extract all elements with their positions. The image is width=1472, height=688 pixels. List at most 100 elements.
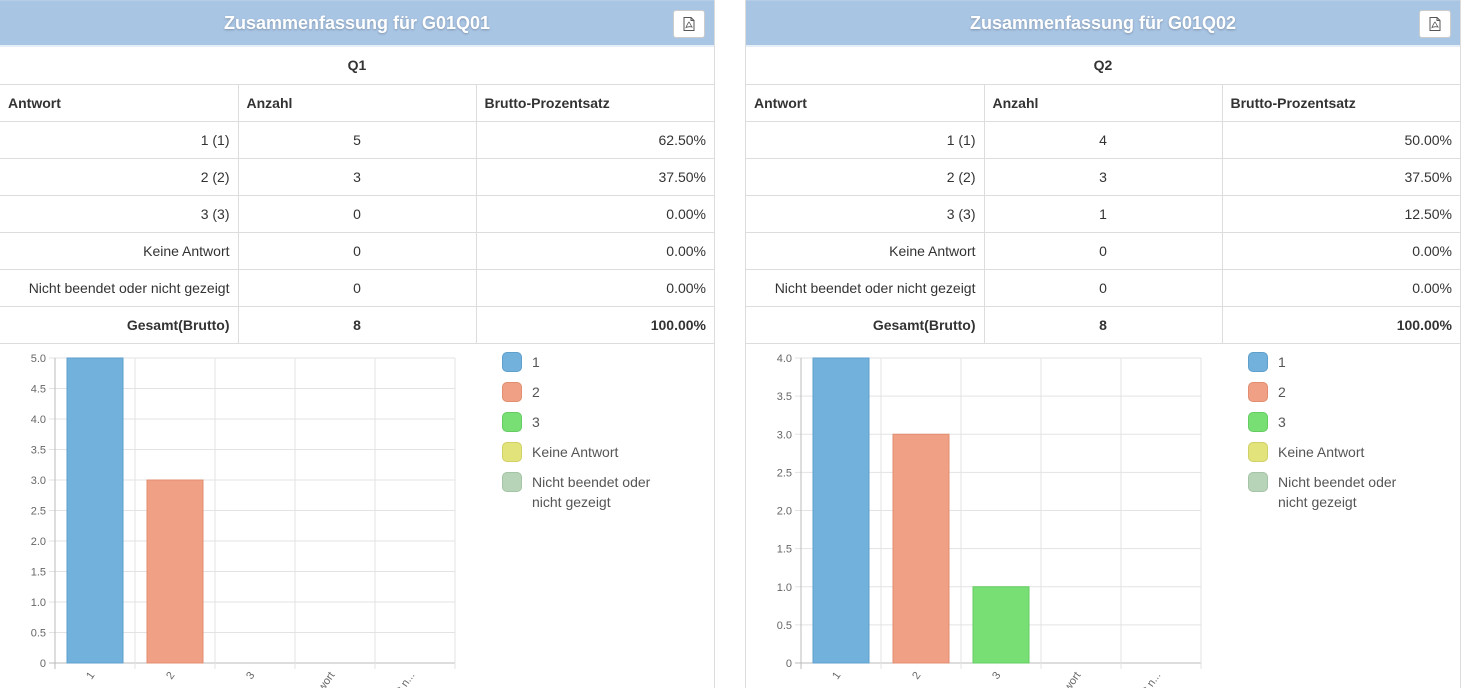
- table-row: 3 (3) 0 0.00%: [0, 195, 714, 233]
- count-cell: 0: [983, 232, 1222, 270]
- table-header-row: Antwort Anzahl Brutto-Prozentsatz: [0, 84, 714, 122]
- legend-item[interactable]: Nicht beendet oder nicht gezeigt: [1248, 472, 1448, 512]
- x-tick-label: 1: [830, 670, 843, 682]
- question-row: Q1: [0, 47, 714, 85]
- table-row: 2 (2) 3 37.50%: [746, 158, 1460, 196]
- total-row: Gesamt(Brutto) 8 100.00%: [746, 306, 1460, 344]
- column-header-count: Anzahl: [983, 84, 1222, 122]
- percent-cell: 12.50%: [1221, 195, 1460, 233]
- legend-item[interactable]: Keine Antwort: [502, 442, 702, 462]
- y-tick-label: 2.5: [31, 506, 46, 518]
- x-tick-label: 2: [164, 670, 177, 682]
- table-row: Nicht beendet oder nicht gezeigt 0 0.00%: [746, 269, 1460, 307]
- summary-panel-g01q02: Zusammenfassung für G01Q02 Q2 Antwort An…: [745, 0, 1461, 688]
- y-tick-label: 1.5: [777, 544, 792, 556]
- table-row: Keine Antwort 0 0.00%: [746, 232, 1460, 270]
- export-pdf-button[interactable]: [673, 10, 705, 38]
- y-tick-label: 3.0: [777, 429, 792, 441]
- percent-cell: 50.00%: [1221, 121, 1460, 159]
- percent-cell: 0.00%: [1221, 232, 1460, 270]
- y-tick-label: 4.0: [31, 414, 46, 426]
- legend-swatch: [1248, 412, 1268, 432]
- panel-header: Zusammenfassung für G01Q01: [0, 0, 714, 47]
- legend-item[interactable]: 1: [502, 352, 702, 372]
- export-pdf-button[interactable]: [1419, 10, 1451, 38]
- total-percent: 100.00%: [1221, 306, 1460, 344]
- table-row: 3 (3) 1 12.50%: [746, 195, 1460, 233]
- y-tick-label: 4.0: [777, 353, 792, 365]
- file-pdf-icon: [1429, 17, 1441, 31]
- percent-cell: 0.00%: [1221, 269, 1460, 307]
- panel-title: Zusammenfassung für G01Q02: [969, 13, 1237, 33]
- percent-cell: 37.50%: [475, 158, 714, 196]
- legend-item[interactable]: Nicht beendet oder nicht gezeigt: [502, 472, 702, 512]
- question-code: Q2: [746, 47, 1460, 85]
- table-row: Nicht beendet oder nicht gezeigt 0 0.00%: [0, 269, 714, 307]
- y-tick-label: 3.5: [31, 445, 46, 457]
- y-tick-label: 0: [40, 658, 46, 670]
- x-tick-label: 2: [910, 670, 923, 682]
- count-cell: 0: [983, 269, 1222, 307]
- table-row: 2 (2) 3 37.50%: [0, 158, 714, 196]
- y-tick-label: 5.0: [31, 353, 46, 365]
- legend-label: 3: [532, 414, 540, 430]
- y-tick-label: 2.0: [777, 506, 792, 518]
- y-tick-label: 1.0: [31, 597, 46, 609]
- bar[interactable]: [972, 586, 1030, 664]
- legend-item[interactable]: 1: [1248, 352, 1448, 372]
- y-tick-label: 0.5: [777, 620, 792, 632]
- total-label: Gesamt(Brutto): [0, 306, 238, 344]
- panel-header: Zusammenfassung für G01Q02: [746, 0, 1460, 47]
- table-row: 1 (1) 4 50.00%: [746, 121, 1460, 159]
- legend-item[interactable]: Keine Antwort: [1248, 442, 1448, 462]
- legend-label: Keine Antwort: [1278, 444, 1365, 460]
- count-cell: 0: [237, 195, 476, 233]
- bar[interactable]: [66, 357, 124, 664]
- count-cell: 0: [237, 232, 476, 270]
- bar[interactable]: [812, 357, 870, 664]
- percent-cell: 62.50%: [475, 121, 714, 159]
- legend-swatch: [502, 472, 522, 492]
- chart-area: 0 0.5 1.0 1.5 2.0 2.5 3.0 3.5 4.0 4.5 5.0 1 2 3 ...ntw…: [0, 344, 714, 688]
- file-pdf-icon: [683, 17, 695, 31]
- legend-item[interactable]: 3: [502, 412, 702, 432]
- legend-item[interactable]: 2: [1248, 382, 1448, 402]
- legend-item[interactable]: 2: [502, 382, 702, 402]
- x-tick-label: 3: [244, 670, 257, 682]
- legend-label: Nicht beendet oder nicht gezeigt: [1278, 474, 1397, 510]
- percent-cell: 0.00%: [475, 269, 714, 307]
- answer-cell: 3 (3): [746, 195, 984, 233]
- bar[interactable]: [146, 479, 204, 664]
- chart-area: 0 0.5 1.0 1.5 2.0 2.5 3.0 3.5 4.0 1 2 3 ...ntwort...…: [746, 344, 1460, 688]
- x-tick-label: ...ht n...: [387, 670, 418, 688]
- count-cell: 1: [983, 195, 1222, 233]
- y-tick-label: 2.0: [31, 536, 46, 548]
- total-row: Gesamt(Brutto) 8 100.00%: [0, 306, 714, 344]
- y-tick-label: 1.0: [777, 582, 792, 594]
- answer-cell: 2 (2): [746, 158, 984, 196]
- legend-item[interactable]: 3: [1248, 412, 1448, 432]
- bar-chart: 0 0.5 1.0 1.5 2.0 2.5 3.0 3.5 4.0 4.5 5.0 1 2 3 ...ntw…: [31, 353, 456, 688]
- answer-cell: Nicht beendet oder nicht gezeigt: [0, 269, 238, 307]
- column-header-answer: Antwort: [746, 84, 984, 122]
- legend-label: 1: [1278, 354, 1286, 370]
- legend-swatch: [1248, 472, 1268, 492]
- count-cell: 0: [237, 269, 476, 307]
- table-row: 1 (1) 5 62.50%: [0, 121, 714, 159]
- question-code: Q1: [0, 47, 714, 85]
- count-cell: 3: [983, 158, 1222, 196]
- x-tick-label: 1: [84, 670, 97, 682]
- percent-cell: 37.50%: [1221, 158, 1460, 196]
- legend-swatch: [502, 382, 522, 402]
- legend-label: 2: [532, 384, 540, 400]
- bar[interactable]: [892, 433, 950, 664]
- column-header-percent: Brutto-Prozentsatz: [1221, 84, 1460, 122]
- chart-legend: 1 2 3 Keine Antwort Nicht beendet oder n…: [502, 352, 702, 522]
- summary-table: Q1 Antwort Anzahl Brutto-Prozentsatz 1 (…: [0, 47, 714, 344]
- y-tick-label: 3.0: [31, 475, 46, 487]
- count-cell: 5: [237, 121, 476, 159]
- x-tick-label: ...ht n...: [1133, 670, 1164, 688]
- y-tick-label: 3.5: [777, 391, 792, 403]
- table-row: Keine Antwort 0 0.00%: [0, 232, 714, 270]
- y-tick-label: 0: [786, 658, 792, 670]
